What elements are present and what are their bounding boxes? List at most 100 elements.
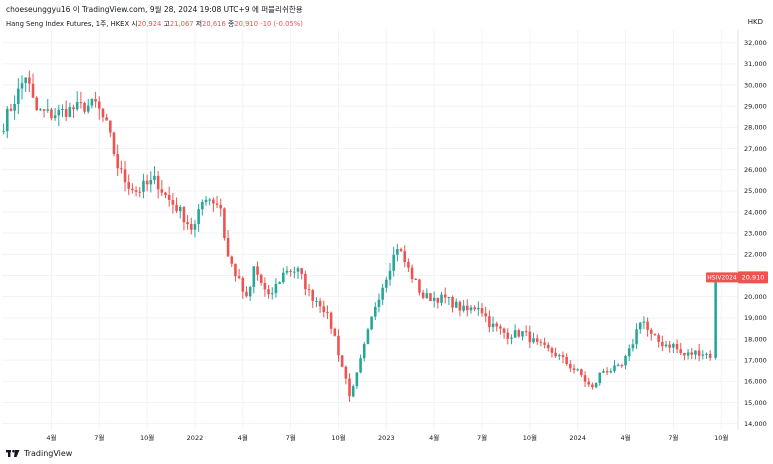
candle-body bbox=[359, 358, 362, 373]
candle-body bbox=[215, 203, 219, 205]
candle-body bbox=[403, 251, 407, 262]
candle-body bbox=[521, 331, 524, 337]
candle-body bbox=[565, 357, 568, 364]
candle-body bbox=[31, 83, 35, 98]
high-label: 고 bbox=[163, 20, 170, 28]
y-tick-label: 26,000 bbox=[744, 166, 767, 174]
candle-body bbox=[495, 323, 499, 327]
candle-body bbox=[9, 108, 13, 111]
candle-body bbox=[61, 109, 64, 111]
candle-body bbox=[554, 352, 557, 357]
candle-body bbox=[583, 375, 587, 382]
candle-body bbox=[377, 299, 381, 307]
candle-body bbox=[293, 271, 296, 273]
candle-body bbox=[543, 342, 546, 345]
candle-body bbox=[197, 209, 200, 225]
candle-body bbox=[373, 306, 377, 317]
candle-body bbox=[535, 338, 539, 342]
candle-body bbox=[42, 109, 46, 111]
candle-body bbox=[569, 363, 572, 369]
candle-body bbox=[351, 386, 355, 397]
candle-body bbox=[333, 328, 337, 336]
candle-body bbox=[112, 132, 116, 155]
candle-body bbox=[502, 328, 506, 333]
price-tag-value: 20,910 bbox=[742, 274, 765, 282]
candle-body bbox=[580, 369, 583, 376]
candle-body bbox=[208, 199, 211, 201]
x-tick-label: 7월 bbox=[94, 433, 104, 442]
candle-body bbox=[664, 344, 668, 347]
candle-body bbox=[627, 348, 631, 357]
candle-body bbox=[35, 97, 39, 111]
x-tick-label: 10월 bbox=[331, 433, 345, 442]
candle-body bbox=[705, 353, 708, 355]
x-tick-label: 10월 bbox=[714, 433, 728, 442]
candle-body bbox=[668, 344, 671, 348]
currency-label: HKD bbox=[747, 18, 763, 26]
candle-body bbox=[462, 305, 465, 311]
candle-body bbox=[701, 354, 705, 356]
candle-body bbox=[602, 371, 605, 373]
y-tick-label: 23,000 bbox=[744, 229, 767, 237]
candle-body bbox=[304, 273, 307, 290]
candle-body bbox=[337, 335, 340, 356]
y-tick-label: 22,000 bbox=[744, 251, 767, 259]
candle-body bbox=[142, 180, 145, 192]
brand-name: TradingView bbox=[24, 449, 73, 458]
candle-body bbox=[385, 279, 388, 288]
change-value: -10 (-0.05%) bbox=[260, 20, 303, 28]
candle-body bbox=[631, 344, 635, 349]
x-tick-label: 2024 bbox=[569, 434, 586, 442]
candle-body bbox=[234, 263, 237, 277]
candle-body bbox=[53, 115, 57, 119]
candle-body bbox=[241, 277, 245, 292]
price-axis: 14,000 15,000 16,000 17,000 18,000 19,000 20,0… bbox=[744, 39, 767, 428]
candle-body bbox=[653, 333, 657, 336]
candle-body bbox=[605, 371, 609, 373]
y-tick-label: 20,000 bbox=[744, 293, 767, 301]
candle-body bbox=[532, 338, 535, 343]
candle-body bbox=[513, 330, 517, 338]
candle-body bbox=[167, 195, 171, 201]
y-tick-label: 27,000 bbox=[744, 145, 767, 153]
candle-body bbox=[572, 368, 576, 371]
y-tick-label: 29,000 bbox=[744, 102, 767, 110]
candle-body bbox=[344, 366, 348, 379]
candle-body bbox=[120, 168, 123, 170]
candle-body bbox=[510, 337, 513, 339]
candle-body bbox=[675, 343, 679, 350]
candle-body bbox=[697, 350, 701, 356]
open-value: 20,924 bbox=[137, 20, 162, 28]
candle-body bbox=[517, 330, 521, 337]
candle-body bbox=[230, 256, 234, 264]
candle-body bbox=[661, 341, 664, 347]
candle-body bbox=[381, 287, 384, 300]
footer: TradingView bbox=[6, 449, 72, 458]
candle-body bbox=[499, 326, 502, 329]
candle-body bbox=[396, 249, 399, 255]
candle-body bbox=[186, 222, 189, 225]
candle-body bbox=[679, 349, 683, 353]
candle-body bbox=[550, 348, 554, 353]
candle-body bbox=[355, 372, 359, 387]
candle-body bbox=[708, 353, 712, 358]
candle-body bbox=[263, 282, 267, 290]
candle-body bbox=[451, 296, 454, 308]
publish-info: choeseunggyu16 이 TradingView.com, 9월 28,… bbox=[6, 5, 303, 14]
candle-body bbox=[399, 249, 403, 252]
y-tick-label: 25,000 bbox=[744, 187, 767, 195]
candle-body bbox=[212, 199, 215, 204]
candle-body bbox=[182, 207, 186, 223]
symbol-name: Hang Seng Index Futures, 1주, HKEX bbox=[6, 20, 130, 28]
candle-body bbox=[469, 307, 473, 311]
candle-body bbox=[79, 102, 83, 104]
candle-body bbox=[83, 102, 86, 112]
candle-body bbox=[421, 292, 425, 298]
candle-body bbox=[635, 329, 638, 345]
low-value: 20,616 bbox=[202, 20, 226, 28]
candle-body bbox=[366, 329, 370, 345]
candle-body bbox=[178, 207, 182, 212]
candle-body bbox=[131, 188, 134, 191]
candle-body bbox=[300, 268, 303, 274]
